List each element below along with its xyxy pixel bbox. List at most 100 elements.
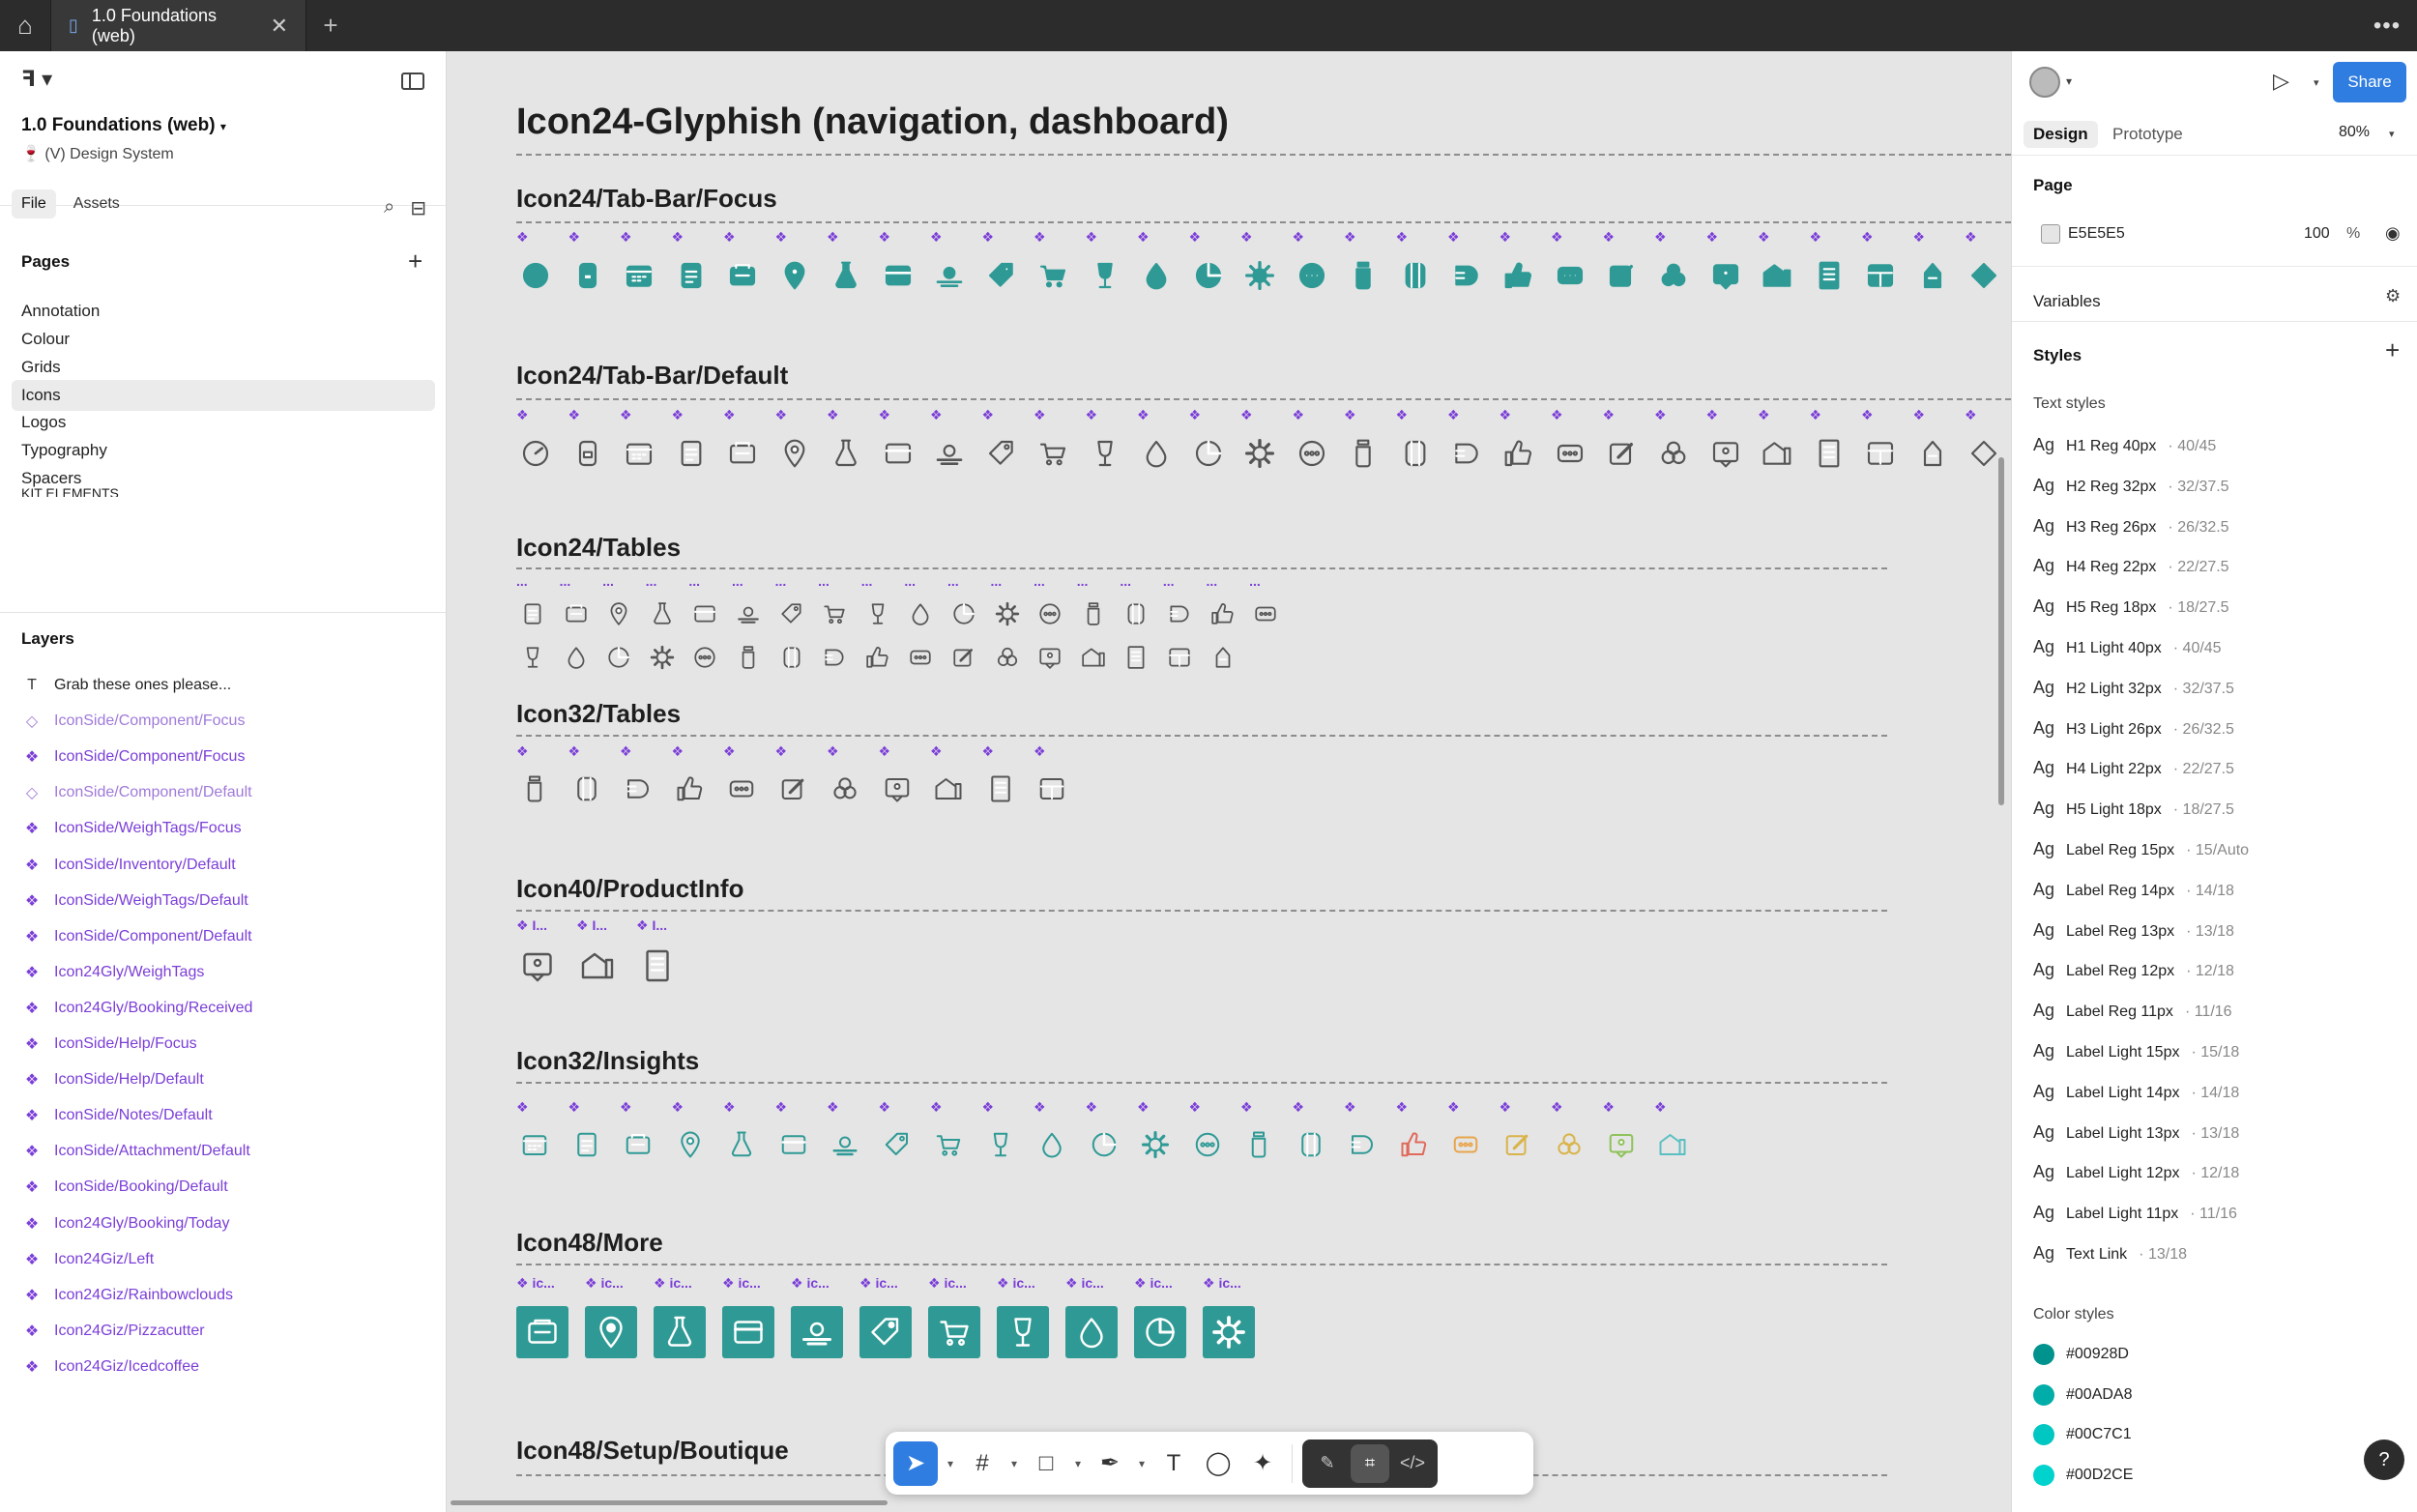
add-page-icon[interactable]: +	[408, 247, 423, 276]
component-label[interactable]: ❖	[1912, 407, 1926, 422]
icon-instance[interactable]	[1706, 256, 1759, 295]
icon-instance[interactable]	[879, 434, 931, 473]
component-label[interactable]: ❖	[1809, 229, 1822, 245]
comment-tool-icon[interactable]: ◯	[1205, 1450, 1232, 1476]
icon-instance[interactable]	[576, 945, 636, 987]
icon-instance[interactable]	[1086, 256, 1138, 295]
layer-item[interactable]: ❖ IconSide/WeighTags/Default	[0, 882, 446, 920]
divider[interactable]	[0, 612, 446, 613]
tab-assets[interactable]: Assets	[73, 195, 120, 212]
component-label[interactable]: ❖	[1344, 407, 1356, 422]
component-label[interactable]: ❖	[981, 1099, 995, 1115]
icon-instance[interactable]	[1086, 434, 1138, 473]
page-item[interactable]: Spacers	[21, 469, 82, 487]
icon-instance[interactable]	[568, 434, 621, 473]
pen-tool-icon[interactable]: ✒	[1099, 1450, 1121, 1476]
component-label[interactable]: ❖	[1965, 229, 1977, 245]
icon-instance[interactable]	[1077, 597, 1121, 630]
chevron-down-icon[interactable]: ▾	[1010, 1456, 1018, 1470]
icon-instance[interactable]	[516, 597, 560, 630]
icon-instance[interactable]	[1034, 1126, 1086, 1163]
icon-instance[interactable]	[775, 771, 828, 807]
icon-instance[interactable]	[1137, 434, 1189, 473]
icon-instance[interactable]	[1551, 1126, 1603, 1163]
component-label[interactable]: ❖	[878, 229, 891, 245]
text-style-item[interactable]: Ag H3 Light 26px · 26/32.5	[2033, 718, 2234, 739]
icon-instance[interactable]	[775, 256, 828, 295]
layer-item[interactable]: ❖ IconSide/Help/Focus	[0, 1025, 446, 1063]
icon-instance[interactable]	[1913, 434, 1966, 473]
component-label[interactable]: ❖	[1447, 407, 1460, 422]
component-label[interactable]: ...	[774, 573, 787, 589]
page-color-swatch[interactable]	[2041, 224, 2060, 244]
icon-instance[interactable]	[982, 434, 1034, 473]
text-style-item[interactable]: Ag H3 Reg 26px · 26/32.5	[2033, 516, 2229, 537]
icon-instance[interactable]	[1654, 256, 1706, 295]
layer-item[interactable]: ❖ IconSide/WeighTags/Focus	[0, 809, 446, 848]
icon-instance[interactable]	[723, 256, 775, 295]
variables-header[interactable]: Variables	[2033, 292, 2101, 310]
project-name[interactable]: 🍷 (V) Design System	[21, 146, 174, 162]
text-style-item[interactable]: Ag Label Reg 12px · 12/18	[2033, 960, 2234, 980]
component-label[interactable]: ❖	[1188, 229, 1202, 245]
icon-tile[interactable]	[1203, 1306, 1271, 1358]
icon-instance[interactable]	[1344, 1126, 1396, 1163]
icon-tile[interactable]	[654, 1306, 722, 1358]
page-item[interactable]: KIT ELEMENTS	[21, 485, 119, 497]
component-label[interactable]: ❖	[1758, 229, 1770, 245]
text-style-item[interactable]: Ag Label Reg 13px · 13/18	[2033, 920, 2234, 941]
text-style-item[interactable]: Ag Label Reg 11px · 11/16	[2033, 1001, 2232, 1021]
component-label[interactable]: ❖	[981, 407, 995, 422]
icon-instance[interactable]	[620, 771, 672, 807]
component-label[interactable]: ...	[645, 573, 657, 589]
component-label[interactable]: ...	[1162, 573, 1175, 589]
component-label[interactable]: ❖	[930, 407, 943, 422]
tab-prototype[interactable]: Prototype	[2112, 125, 2183, 143]
icon-instance[interactable]	[1240, 256, 1293, 295]
component-label[interactable]: ❖	[1188, 407, 1202, 422]
component-label[interactable]: ❖ ic...	[791, 1275, 830, 1291]
icon-instance[interactable]	[516, 771, 568, 807]
icon-instance[interactable]	[1189, 434, 1241, 473]
component-label[interactable]: ❖ ic...	[516, 1275, 555, 1291]
icon-instance[interactable]	[672, 771, 724, 807]
text-tool-icon[interactable]: T	[1166, 1449, 1181, 1476]
icon-instance[interactable]	[1861, 256, 1913, 295]
icon-instance[interactable]	[568, 771, 621, 807]
icon-instance[interactable]	[1034, 256, 1086, 295]
icon-instance[interactable]	[568, 256, 621, 295]
icon-instance[interactable]	[1396, 1126, 1448, 1163]
icon-instance[interactable]	[904, 641, 947, 674]
icon-tile[interactable]	[516, 1306, 585, 1358]
component-label[interactable]: ❖	[1912, 229, 1926, 245]
layer-item[interactable]: ❖ IconSide/Attachment/Default	[0, 1132, 446, 1171]
text-style-item[interactable]: Ag Label Reg 15px · 15/Auto	[2033, 839, 2249, 859]
text-style-item[interactable]: Ag H1 Reg 40px · 40/45	[2033, 435, 2216, 455]
component-label[interactable]: ❖ I...	[576, 917, 607, 933]
icon-instance[interactable]	[516, 256, 568, 295]
icon-instance[interactable]	[818, 641, 861, 674]
component-label[interactable]: ❖	[1240, 1099, 1253, 1115]
icon-instance[interactable]	[1551, 434, 1603, 473]
page-item[interactable]: Annotation	[21, 302, 101, 320]
horizontal-scrollbar[interactable]	[451, 1500, 888, 1505]
layer-item[interactable]: ❖ IconSide/Help/Default	[0, 1061, 446, 1099]
component-label[interactable]: ...	[1249, 573, 1261, 589]
icon-instance[interactable]	[1861, 434, 1913, 473]
icon-instance[interactable]	[982, 1126, 1034, 1163]
actions-tool-icon[interactable]: ✦	[1252, 1450, 1273, 1476]
icon-instance[interactable]	[879, 771, 931, 807]
icon-instance[interactable]	[1120, 597, 1163, 630]
frame-tool-icon[interactable]: #	[976, 1449, 989, 1476]
component-label[interactable]: ❖	[620, 229, 632, 245]
icon-instance[interactable]	[1654, 1126, 1706, 1163]
present-icon[interactable]: ▷	[2273, 69, 2289, 93]
text-style-item[interactable]: Ag Label Light 12px · 12/18	[2033, 1162, 2239, 1182]
icon-instance[interactable]	[1447, 1126, 1500, 1163]
icon-instance[interactable]	[1249, 597, 1293, 630]
icon-instance[interactable]	[1293, 1126, 1345, 1163]
layer-item[interactable]: ◇ IconSide/Component/Default	[0, 773, 446, 812]
icon-instance[interactable]	[646, 641, 689, 674]
component-label[interactable]: ❖	[1395, 407, 1409, 422]
component-label[interactable]: ❖	[774, 229, 788, 245]
